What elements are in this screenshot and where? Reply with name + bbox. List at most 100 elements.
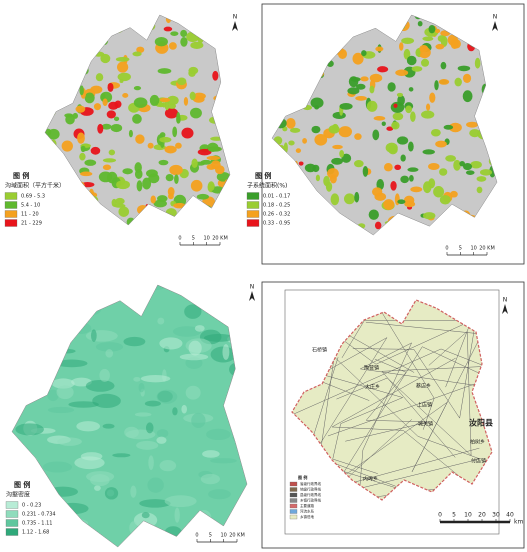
patch: [172, 126, 178, 138]
patch: [355, 95, 367, 101]
patch: [335, 22, 348, 32]
patch: [68, 322, 92, 335]
patch: [181, 127, 194, 139]
patch: [159, 337, 183, 350]
patch: [45, 152, 60, 159]
patch: [164, 145, 177, 154]
map-area: [272, 15, 497, 235]
patch: [476, 176, 487, 182]
boundary: [331, 357, 470, 500]
patch: [305, 195, 317, 208]
legend-swatch: [5, 510, 19, 518]
legend-swatch: [246, 219, 260, 227]
patch: [308, 186, 315, 198]
legend-swatch: [246, 192, 260, 200]
patch: [57, 437, 82, 446]
patch: [156, 429, 169, 438]
patch: [149, 94, 160, 106]
patch: [165, 173, 174, 182]
patch: [374, 221, 382, 230]
patch: [454, 214, 461, 225]
north-arrow: [492, 21, 498, 31]
patch: [453, 159, 461, 171]
patch: [130, 485, 137, 498]
patch: [144, 400, 161, 407]
patch: [354, 191, 360, 203]
patch: [314, 133, 328, 146]
patch: [79, 85, 84, 96]
patch: [78, 45, 93, 57]
patch: [123, 336, 146, 347]
patch: [88, 188, 95, 201]
patch: [421, 58, 430, 67]
north-arrow: [502, 304, 508, 314]
patch: [457, 65, 471, 72]
patch: [77, 132, 85, 144]
patch: [139, 285, 168, 291]
patch: [395, 69, 409, 76]
patch: [339, 219, 349, 232]
patch: [134, 162, 142, 173]
patch: [272, 147, 280, 157]
patch: [293, 46, 300, 52]
patch: [106, 110, 116, 119]
patch: [134, 412, 152, 417]
patch: [392, 112, 404, 121]
patch: [202, 295, 217, 305]
patch: [328, 20, 341, 27]
patch: [312, 61, 323, 68]
patch: [214, 285, 221, 299]
patch: [147, 477, 164, 493]
patch: [76, 421, 100, 432]
patch: [47, 58, 57, 69]
patch: [99, 205, 104, 211]
legend-swatch: [5, 528, 19, 536]
scale-unit: km: [514, 519, 523, 526]
patch: [48, 35, 55, 41]
patch: [380, 23, 387, 30]
patch: [371, 187, 383, 197]
scale-label: 10: [470, 246, 476, 252]
patch: [450, 38, 459, 50]
patch: [67, 80, 72, 86]
patch: [313, 69, 325, 78]
place-name: 柏树乡: [470, 439, 485, 446]
patch: [64, 96, 69, 103]
patch: [219, 198, 230, 204]
patch: [272, 48, 276, 56]
patch: [274, 118, 287, 129]
place-name: 大庄乡: [365, 384, 380, 391]
patch: [170, 31, 179, 36]
patch: [132, 51, 142, 57]
patch: [139, 499, 171, 508]
patch: [321, 17, 333, 26]
patch: [189, 107, 202, 119]
patch: [293, 205, 306, 216]
patch: [417, 21, 423, 27]
patch: [400, 175, 409, 184]
patch: [360, 76, 369, 82]
patch: [79, 152, 86, 161]
patch: [46, 199, 57, 206]
scale-label: 20 KM: [479, 246, 495, 252]
patch: [168, 193, 174, 200]
patch: [325, 181, 333, 192]
patch: [383, 163, 393, 172]
patch: [470, 160, 482, 169]
patch: [339, 149, 345, 158]
patch: [65, 29, 70, 38]
patch: [463, 163, 473, 171]
legend-title: 图 例: [255, 171, 271, 180]
patch: [342, 31, 352, 42]
patch: [147, 203, 152, 216]
patch: [396, 136, 409, 145]
patch: [100, 53, 111, 64]
patch: [459, 160, 465, 167]
patch: [369, 85, 375, 94]
scale-label: 0: [445, 246, 448, 252]
patch: [57, 313, 89, 319]
patch: [32, 364, 41, 378]
patch: [288, 140, 295, 146]
patch: [157, 317, 165, 325]
patch: [369, 73, 383, 83]
